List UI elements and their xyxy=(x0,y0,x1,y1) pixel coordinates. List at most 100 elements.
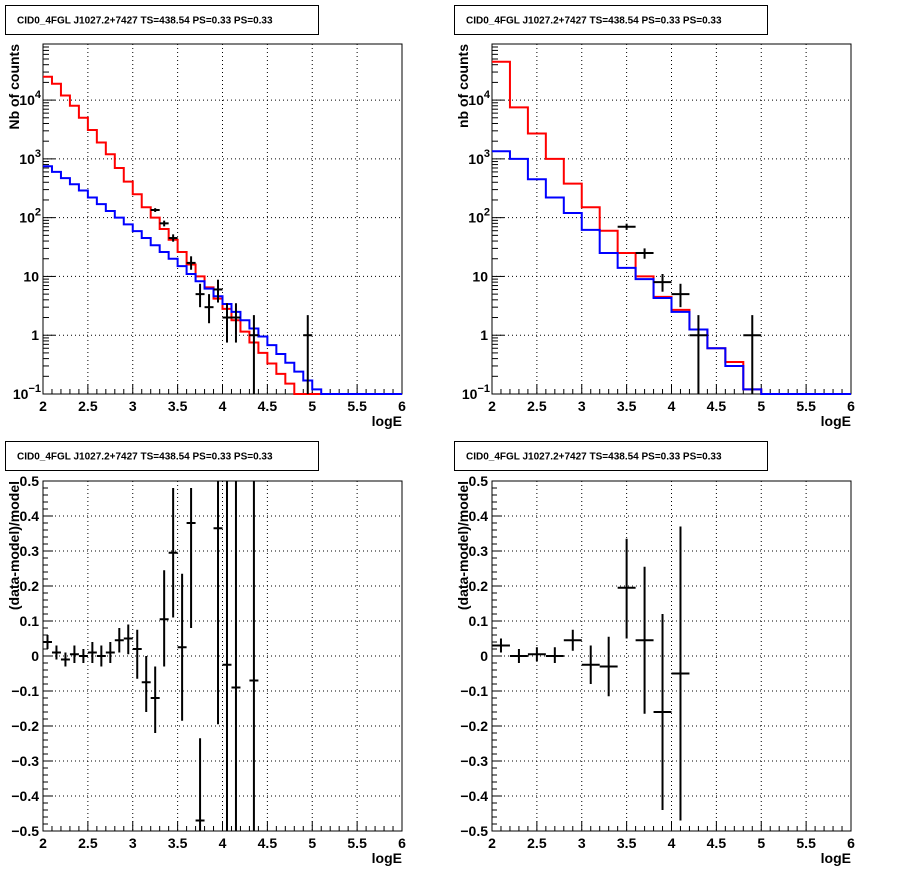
chart-panel-4: CID0_4FGL J1027.2+7427 TS=438.54 PS=0.33… xyxy=(454,441,855,866)
y-tick-label: 10 xyxy=(472,268,488,284)
y-tick-label: 10 xyxy=(23,268,39,284)
x-tick-label: 3 xyxy=(129,835,137,851)
y-tick-label: 102 xyxy=(468,207,490,226)
y-axis-title: (data-model)/model xyxy=(455,481,471,610)
data-point xyxy=(617,538,636,639)
data-point xyxy=(96,645,106,667)
data-point xyxy=(213,279,223,303)
x-tick-label: 3.5 xyxy=(168,835,188,851)
x-tick-label: 2.5 xyxy=(527,835,547,851)
x-axis-title: logE xyxy=(372,413,402,429)
data-point xyxy=(545,647,564,663)
y-tick-label: 10−1 xyxy=(462,383,490,402)
x-tick-label: 4 xyxy=(219,398,227,414)
x-tick-label: 6 xyxy=(847,835,855,851)
data-point xyxy=(689,315,708,394)
chart-title: CID0_4FGL J1027.2+7427 TS=438.54 PS=0.33… xyxy=(466,16,722,27)
data-point xyxy=(231,303,241,343)
data-points xyxy=(150,208,313,394)
y-tick-label: 0.4 xyxy=(20,508,40,524)
y-axis-title: Nb of counts xyxy=(6,44,22,130)
x-tick-label: 5.5 xyxy=(347,398,367,414)
x-axis-title: logE xyxy=(372,850,402,866)
x-tick-label: 4 xyxy=(668,835,676,851)
y-tick-label: −0.5 xyxy=(11,823,39,839)
y-tick-label: 104 xyxy=(19,89,42,108)
x-tick-label: 5 xyxy=(308,398,316,414)
data-point xyxy=(617,223,636,230)
x-tick-label: 3.5 xyxy=(168,398,188,414)
y-tick-label: −0.4 xyxy=(11,788,39,804)
data-point xyxy=(159,220,169,227)
data-point xyxy=(249,481,259,831)
x-tick-label: 6 xyxy=(398,398,406,414)
chart-title: CID0_4FGL J1027.2+7427 TS=438.54 PS=0.33… xyxy=(466,452,722,463)
x-axis-title: logE xyxy=(821,850,851,866)
data-point xyxy=(141,656,151,712)
data-point xyxy=(213,481,223,725)
data-point xyxy=(186,256,196,270)
x-tick-label: 2.5 xyxy=(78,835,98,851)
data-points xyxy=(617,223,762,394)
y-tick-label: −0.4 xyxy=(460,788,488,804)
data-point xyxy=(204,294,214,324)
histogram-blue xyxy=(492,150,851,395)
x-tick-label: 2 xyxy=(39,398,47,414)
y-tick-label: 103 xyxy=(19,148,41,167)
x-tick-label: 2 xyxy=(39,835,47,851)
data-point xyxy=(492,638,510,653)
y-axis-title: nb of counts xyxy=(455,44,471,128)
data-point xyxy=(635,248,654,259)
y-tick-label: −0.3 xyxy=(11,753,39,769)
data-point xyxy=(168,234,178,242)
data-point xyxy=(527,647,546,662)
y-tick-label: 10−1 xyxy=(13,383,41,402)
data-points xyxy=(43,481,259,831)
x-tick-label: 3.5 xyxy=(617,398,637,414)
data-point xyxy=(195,283,205,308)
x-tick-label: 3 xyxy=(578,835,586,851)
x-tick-label: 4.5 xyxy=(258,398,278,414)
y-tick-label: 0.1 xyxy=(20,613,40,629)
data-point xyxy=(159,570,169,667)
data-point xyxy=(51,645,61,660)
data-point xyxy=(671,283,690,308)
data-point xyxy=(303,315,313,394)
y-tick-label: 0.5 xyxy=(469,473,489,489)
data-point xyxy=(177,573,187,721)
histogram-blue xyxy=(43,165,402,395)
data-points xyxy=(492,526,690,821)
data-point xyxy=(78,649,88,663)
y-axis-title: (data-model)/model xyxy=(6,481,22,610)
y-tick-label: 0.5 xyxy=(20,473,40,489)
data-point xyxy=(635,566,654,714)
chart-title: CID0_4FGL J1027.2+7427 TS=438.54 PS=0.33… xyxy=(17,452,273,463)
data-point xyxy=(563,629,582,651)
chart-title-box xyxy=(5,441,319,471)
y-tick-label: −0.3 xyxy=(460,753,488,769)
chart-title-box xyxy=(454,441,768,471)
x-tick-label: 5.5 xyxy=(796,398,816,414)
x-tick-label: 2 xyxy=(488,835,496,851)
y-tick-label: −0.1 xyxy=(11,683,39,699)
data-point xyxy=(150,666,160,733)
histogram-line xyxy=(492,150,851,395)
y-tick-label: 0.2 xyxy=(20,578,40,594)
data-point xyxy=(186,488,196,628)
x-tick-label: 4.5 xyxy=(258,835,278,851)
x-tick-label: 2.5 xyxy=(527,398,547,414)
data-point xyxy=(150,208,160,212)
x-tick-label: 4 xyxy=(219,835,227,851)
x-tick-label: 4 xyxy=(668,398,676,414)
x-tick-label: 5 xyxy=(757,398,765,414)
y-tick-label: 0.2 xyxy=(469,578,489,594)
x-tick-label: 4.5 xyxy=(707,835,727,851)
data-point xyxy=(581,645,600,684)
y-tick-label: 0 xyxy=(31,648,39,664)
x-tick-label: 3 xyxy=(578,398,586,414)
chart-title-box xyxy=(454,5,768,35)
y-tick-label: 0 xyxy=(480,648,488,664)
y-tick-label: 103 xyxy=(468,148,490,167)
x-tick-label: 2 xyxy=(488,398,496,414)
